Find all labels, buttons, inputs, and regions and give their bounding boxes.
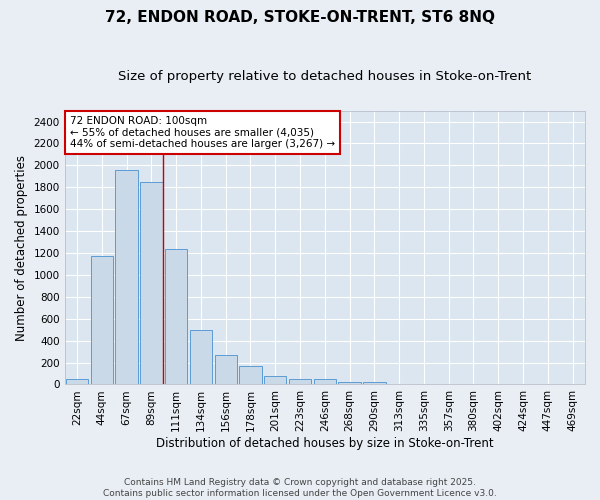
Bar [338, 382, 361, 384]
Bar [215, 355, 237, 384]
Text: 72, ENDON ROAD, STOKE-ON-TRENT, ST6 8NQ: 72, ENDON ROAD, STOKE-ON-TRENT, ST6 8NQ [105, 10, 495, 25]
Bar [239, 366, 262, 384]
Bar [363, 382, 386, 384]
Bar [91, 256, 113, 384]
X-axis label: Distribution of detached houses by size in Stoke-on-Trent: Distribution of detached houses by size … [156, 437, 494, 450]
Title: Size of property relative to detached houses in Stoke-on-Trent: Size of property relative to detached ho… [118, 70, 532, 83]
Bar [115, 170, 138, 384]
Bar [66, 379, 88, 384]
Bar [289, 379, 311, 384]
Text: Contains HM Land Registry data © Crown copyright and database right 2025.
Contai: Contains HM Land Registry data © Crown c… [103, 478, 497, 498]
Bar [140, 182, 163, 384]
Bar [264, 376, 286, 384]
Bar [165, 248, 187, 384]
Y-axis label: Number of detached properties: Number of detached properties [15, 154, 28, 340]
Bar [314, 379, 336, 384]
Text: 72 ENDON ROAD: 100sqm
← 55% of detached houses are smaller (4,035)
44% of semi-d: 72 ENDON ROAD: 100sqm ← 55% of detached … [70, 116, 335, 149]
Bar [190, 330, 212, 384]
